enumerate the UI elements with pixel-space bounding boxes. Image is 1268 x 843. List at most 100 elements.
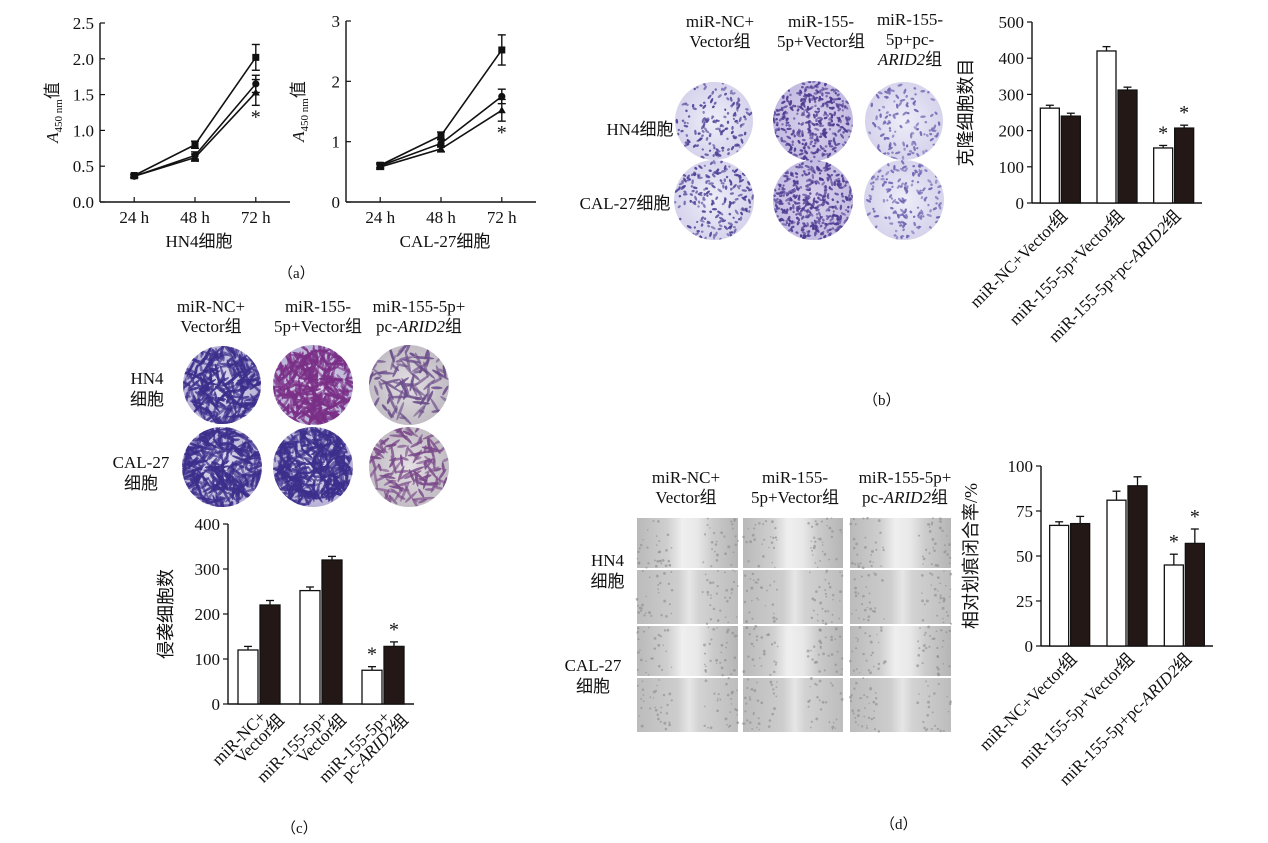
cell <box>924 120 928 124</box>
cell-speck <box>862 652 865 656</box>
cell <box>705 119 709 124</box>
cell <box>297 345 309 352</box>
cell <box>806 94 810 98</box>
cell <box>797 188 800 192</box>
cell <box>889 194 893 199</box>
cell-speck <box>712 627 716 631</box>
cell <box>249 483 254 490</box>
bar-filled <box>383 645 405 705</box>
cell-speck <box>654 708 658 712</box>
cell-speck <box>659 635 662 638</box>
cell-speck <box>713 692 716 695</box>
cell-speck <box>659 711 662 714</box>
cell <box>813 113 816 119</box>
cell-speck <box>643 614 646 617</box>
cell <box>888 127 892 130</box>
cell-speck <box>841 657 844 660</box>
cell-speck <box>742 670 746 673</box>
cell-speck <box>764 605 767 607</box>
cell-speck <box>775 695 778 698</box>
cell <box>378 380 383 390</box>
cell <box>442 457 449 463</box>
cell <box>828 145 834 148</box>
cell <box>299 430 306 446</box>
cell <box>700 201 704 205</box>
cell <box>919 189 922 192</box>
cell <box>820 178 825 181</box>
cell <box>814 139 819 143</box>
cell-speck <box>839 528 842 532</box>
cell-speck <box>767 633 771 637</box>
y-tick-label: 300 <box>195 560 221 579</box>
cell <box>206 357 213 361</box>
cell-speck <box>825 571 827 574</box>
cell-speck <box>663 599 667 603</box>
cell <box>807 145 811 150</box>
cell-speck <box>751 658 755 661</box>
d-col-label-3: miR-155-5p+ pc-ARID2组 <box>858 468 952 507</box>
cell-speck <box>752 579 755 582</box>
cell <box>816 220 821 225</box>
cell <box>290 408 298 416</box>
cell <box>798 163 801 167</box>
cell <box>303 357 311 377</box>
cell-speck <box>916 664 920 668</box>
cell <box>227 491 237 501</box>
cell <box>848 188 852 194</box>
cell-speck <box>864 707 866 709</box>
cell <box>698 165 703 169</box>
cell <box>869 182 873 185</box>
cell <box>822 153 826 156</box>
cell <box>795 175 798 179</box>
cell <box>847 129 853 133</box>
cell <box>745 207 748 210</box>
cell <box>323 473 335 478</box>
cell-speck <box>811 554 814 556</box>
cell <box>292 356 296 363</box>
cell <box>897 178 902 183</box>
cell <box>781 100 786 104</box>
cell-speck <box>715 553 719 557</box>
cell-speck <box>869 640 873 644</box>
cell-speck <box>880 565 883 568</box>
cell-speck <box>706 524 709 527</box>
cell <box>826 201 830 205</box>
cell-speck <box>649 707 652 710</box>
cell <box>828 117 832 121</box>
cell-speck <box>929 572 932 575</box>
cell-speck <box>658 679 660 681</box>
cell-speck <box>824 610 827 613</box>
cell <box>812 144 816 148</box>
cell <box>787 201 791 206</box>
cell <box>836 224 841 230</box>
cell <box>775 117 778 121</box>
cell <box>802 170 806 173</box>
cell-speck <box>826 524 828 527</box>
cell <box>929 132 933 136</box>
cell <box>718 224 723 228</box>
cell-speck <box>870 549 874 553</box>
cell-speck <box>752 713 755 716</box>
cell <box>803 172 808 176</box>
cell <box>840 174 844 178</box>
cell <box>891 185 894 189</box>
dish-background <box>865 82 943 160</box>
cell-speck <box>855 542 859 546</box>
cell-speck <box>773 641 776 644</box>
cell <box>785 117 789 122</box>
cell <box>801 193 808 197</box>
cell-speck <box>928 645 931 648</box>
cell <box>911 140 914 146</box>
cell-speck <box>927 625 931 629</box>
significance-star: * <box>367 644 377 666</box>
cell-speck <box>748 696 751 699</box>
cell <box>700 224 704 227</box>
cell <box>821 221 825 225</box>
cell-speck <box>733 656 737 660</box>
cell-speck <box>920 574 924 577</box>
cell <box>729 96 733 102</box>
cell <box>778 194 783 198</box>
cell-speck <box>770 541 774 544</box>
cell <box>903 88 907 95</box>
cell <box>905 94 908 98</box>
